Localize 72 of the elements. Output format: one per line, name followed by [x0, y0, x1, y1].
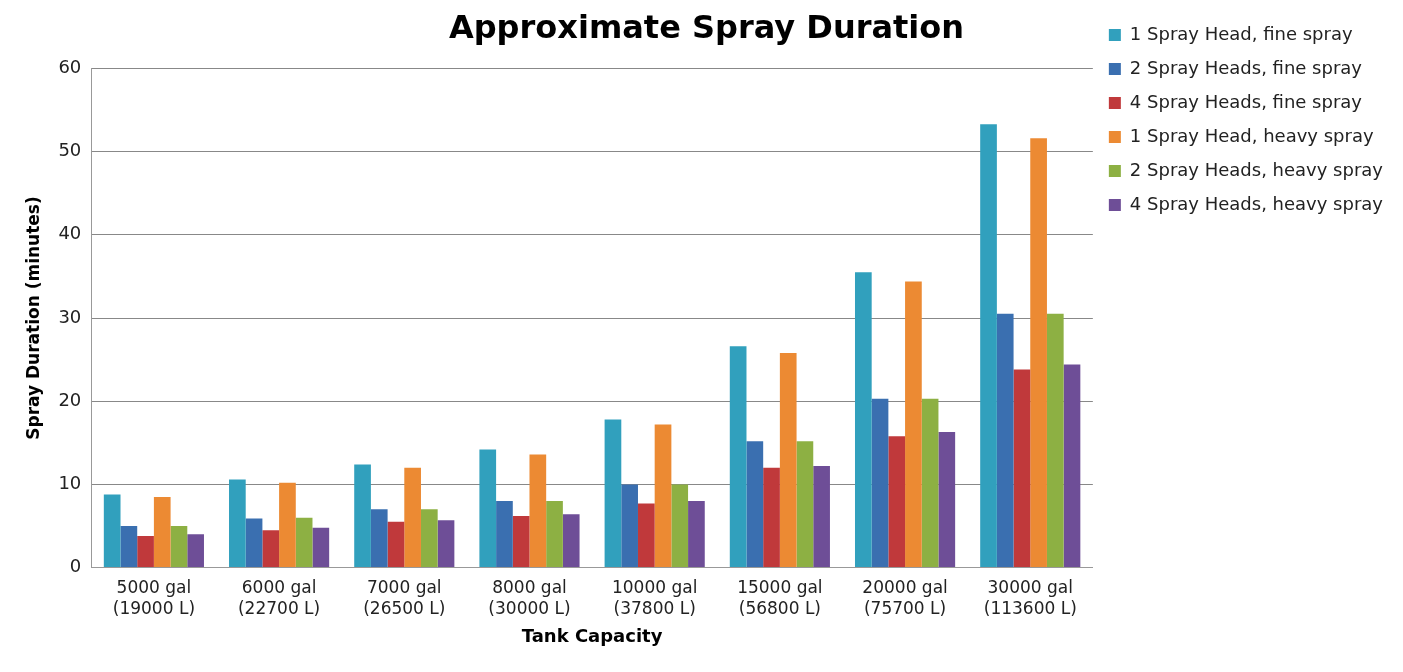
bar [546, 501, 563, 568]
y-tick-label: 40 [58, 222, 82, 244]
bar [921, 398, 939, 568]
y-tick-label: 0 [69, 555, 82, 577]
bar [796, 441, 814, 568]
legend-label: 4 Spray Heads, fine spray [1129, 90, 1363, 112]
bar [905, 281, 922, 568]
x-tick-label: 8000 gal (30000 L) [488, 577, 571, 618]
bar [312, 527, 330, 568]
bar [387, 521, 405, 568]
bar [938, 431, 956, 568]
bar [295, 517, 313, 568]
x-tick-label: 5000 gal (19000 L) [112, 577, 196, 618]
x-tick-label: 7000 gal (26500 L) [363, 577, 446, 618]
bar [404, 467, 421, 568]
bar [562, 514, 580, 568]
bar [813, 466, 830, 568]
bar [888, 436, 906, 568]
x-tick-label: 20000 gal (75700 L) [862, 577, 948, 618]
bar [120, 526, 138, 568]
bar [170, 526, 188, 568]
bar [1013, 369, 1031, 568]
bar [529, 454, 547, 568]
legend-label: 1 Spray Head, heavy spray [1129, 124, 1374, 146]
x-tick-label: 10000 gal (37800 L) [611, 577, 698, 618]
y-tick-label: 60 [58, 56, 82, 78]
bar [279, 482, 296, 568]
y-tick-label: 30 [58, 305, 82, 327]
bar [354, 464, 371, 568]
legend-label: 2 Spray Heads, fine spray [1129, 56, 1363, 78]
bar [763, 467, 780, 568]
chart-title: Approximate Spray Duration [448, 7, 965, 46]
bar [187, 534, 204, 568]
bar [229, 479, 246, 568]
bar [153, 496, 171, 568]
legend-label: 1 Spray Head, fine spray [1129, 22, 1353, 44]
x-tick-label: 30000 gal (113600 L) [983, 577, 1077, 618]
y-tick-label: 20 [58, 388, 82, 410]
bar [512, 516, 530, 568]
y-tick-label: 10 [58, 472, 82, 494]
bar [370, 509, 388, 568]
bar [746, 441, 764, 568]
legend-label: 2 Spray Heads, heavy spray [1129, 158, 1384, 180]
bar [671, 484, 689, 568]
bar [621, 484, 638, 568]
bar [996, 313, 1014, 568]
x-tick-label: 6000 gal (22700 L) [237, 577, 321, 618]
bar [1063, 364, 1081, 568]
x-tick-label: 15000 gal (56800 L) [737, 577, 823, 618]
legend-label: 4 Spray Heads, heavy spray [1129, 192, 1384, 214]
bar [420, 509, 438, 568]
bar [980, 124, 997, 568]
x-axis-title: Tank Capacity [521, 624, 663, 646]
bar [729, 346, 747, 568]
bar [688, 501, 705, 568]
bar [479, 449, 497, 568]
bar [1046, 313, 1064, 568]
bar [437, 520, 455, 568]
y-tick-label: 50 [58, 139, 82, 161]
y-axis-title: Spray Duration (minutes) [22, 196, 43, 440]
bar [496, 501, 513, 568]
bar [262, 530, 280, 568]
bar [1030, 138, 1047, 568]
bar [137, 535, 154, 568]
bar [637, 503, 655, 568]
bar [779, 352, 797, 568]
bar [871, 398, 889, 568]
bar [654, 424, 672, 568]
bar [604, 419, 622, 568]
bar [245, 518, 263, 568]
bar [854, 272, 872, 568]
bar [103, 494, 121, 568]
